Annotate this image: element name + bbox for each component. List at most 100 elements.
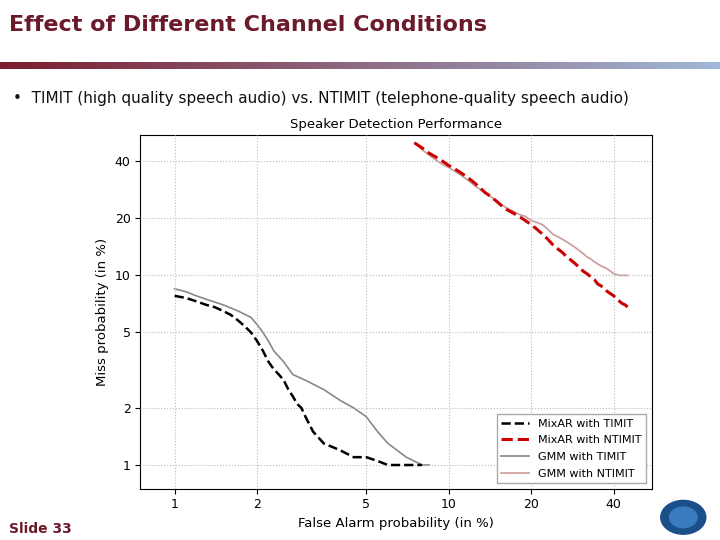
Bar [653,62,655,69]
Bar [261,62,264,69]
Bar [187,62,189,69]
Bar [516,62,518,69]
Bar [369,62,372,69]
Bar [703,62,706,69]
Bar [360,62,362,69]
Bar [5,62,7,69]
Bar [180,62,182,69]
Bar [621,62,624,69]
Bar [2,62,5,69]
GMM with NTIMIT [582,254,591,260]
MixAR with NTIMIT [476,185,485,191]
Bar [63,62,65,69]
Bar [499,62,502,69]
MixAR with TIMIT [247,329,256,336]
Bar [634,62,636,69]
Bar [425,62,427,69]
Bar [444,62,446,69]
Bar [691,62,693,69]
MixAR with TIMIT [293,401,302,407]
Bar [557,62,559,69]
GMM with NTIMIT [461,175,469,181]
Bar [70,62,72,69]
Bar [682,62,684,69]
Bar [22,62,24,69]
Bar [74,62,77,69]
GMM with NTIMIT [575,247,584,254]
Bar [564,62,567,69]
Bar [600,62,603,69]
Bar [130,62,132,69]
GMM with TIMIT [192,293,201,299]
Bar [405,62,408,69]
Bar [310,62,312,69]
Bar [315,62,317,69]
MixAR with TIMIT [418,462,426,468]
Bar [153,62,156,69]
Bar [122,62,125,69]
Bar [317,62,319,69]
Bar [585,62,588,69]
Bar [223,62,225,69]
MixAR with TIMIT [233,317,242,323]
Bar [247,62,250,69]
Bar [475,62,477,69]
Bar [718,62,720,69]
Bar [151,62,153,69]
GMM with NTIMIT [471,183,480,190]
Bar [410,62,413,69]
Bar [230,62,233,69]
Bar [204,62,207,69]
Bar [84,62,86,69]
Bar [99,62,101,69]
Bar [115,62,117,69]
MixAR with TIMIT [202,301,210,308]
Bar [326,62,329,69]
Bar [497,62,499,69]
Bar [396,62,398,69]
Bar [216,62,218,69]
GMM with TIMIT [264,338,273,345]
GMM with NTIMIT [508,207,516,214]
Bar [617,62,619,69]
Bar [338,62,341,69]
GMM with NTIMIT [612,271,621,278]
Bar [468,62,470,69]
Bar [132,62,135,69]
Bar [449,62,451,69]
Bar [17,62,19,69]
Bar [636,62,639,69]
Bar [423,62,425,69]
GMM with NTIMIT [624,272,632,279]
MixAR with TIMIT [393,462,402,468]
GMM with NTIMIT [450,168,459,174]
GMM with TIMIT [269,348,278,354]
Bar [648,62,650,69]
Bar [567,62,569,69]
Bar [43,62,45,69]
Bar [31,62,34,69]
Bar [41,62,43,69]
Bar [29,62,31,69]
Bar [646,62,648,69]
Bar [382,62,384,69]
GMM with TIMIT [247,314,256,321]
Bar [125,62,127,69]
Bar [58,62,60,69]
Bar [509,62,511,69]
Bar [175,62,178,69]
GMM with NTIMIT [554,233,562,240]
Bar [665,62,667,69]
Bar [252,62,254,69]
MixAR with TIMIT [258,348,267,354]
Bar [218,62,221,69]
Bar [437,62,439,69]
GMM with NTIMIT [533,219,541,226]
Bar [233,62,235,69]
GMM with NTIMIT [600,264,608,271]
Bar [427,62,430,69]
Bar [53,62,55,69]
Text: Effect of Different Channel Conditions: Effect of Different Channel Conditions [9,15,487,35]
Bar [269,62,271,69]
Bar [715,62,718,69]
